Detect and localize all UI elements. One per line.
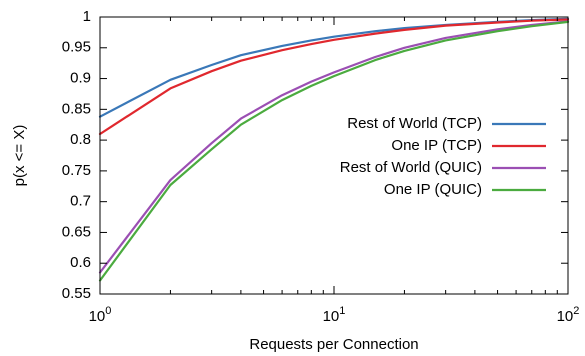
y-tick-label: 0.6 [70,254,91,271]
y-tick-label: 0.85 [62,100,91,117]
x-tick-label: 100 [89,305,112,325]
y-tick-label: 0.65 [62,223,91,240]
y-tick-label: 0.55 [62,285,91,302]
y-tick-label: 0.95 [62,39,91,56]
y-tick-label: 0.9 [70,70,91,87]
plot-frame [99,16,569,295]
legend-label: One IP (QUIC) [384,181,482,198]
series-layer [98,17,570,282]
y-axis-title: p(x <= X) [11,125,28,187]
series-line-2 [98,20,570,274]
x-tick-label-exponent: 1 [339,305,345,317]
y-tick-label: 0.75 [62,162,91,179]
series-line-3 [98,20,570,282]
legend-label: Rest of World (QUIC) [340,159,482,176]
x-tick-label-base: 10 [557,308,574,325]
series-line-0 [98,17,570,118]
x-tick-label-base: 10 [323,308,340,325]
legend-label: Rest of World (TCP) [347,115,482,132]
x-tick-label-exponent: 0 [105,305,111,317]
x-axis-title: Requests per Connection [249,336,418,353]
x-tick-label: 102 [557,305,580,325]
y-tick-label: 0.7 [70,193,91,210]
series-line-1 [98,18,570,136]
x-tick-label: 101 [323,305,346,325]
x-tick-label-exponent: 2 [573,305,579,317]
legend: Rest of World (TCP) One IP (TCP) Rest of W… [340,115,546,198]
y-tick-label: 0.8 [70,131,91,148]
y-tick-label: 1 [83,8,91,25]
x-tick-label-base: 10 [89,308,106,325]
legend-label: One IP (TCP) [391,137,482,154]
